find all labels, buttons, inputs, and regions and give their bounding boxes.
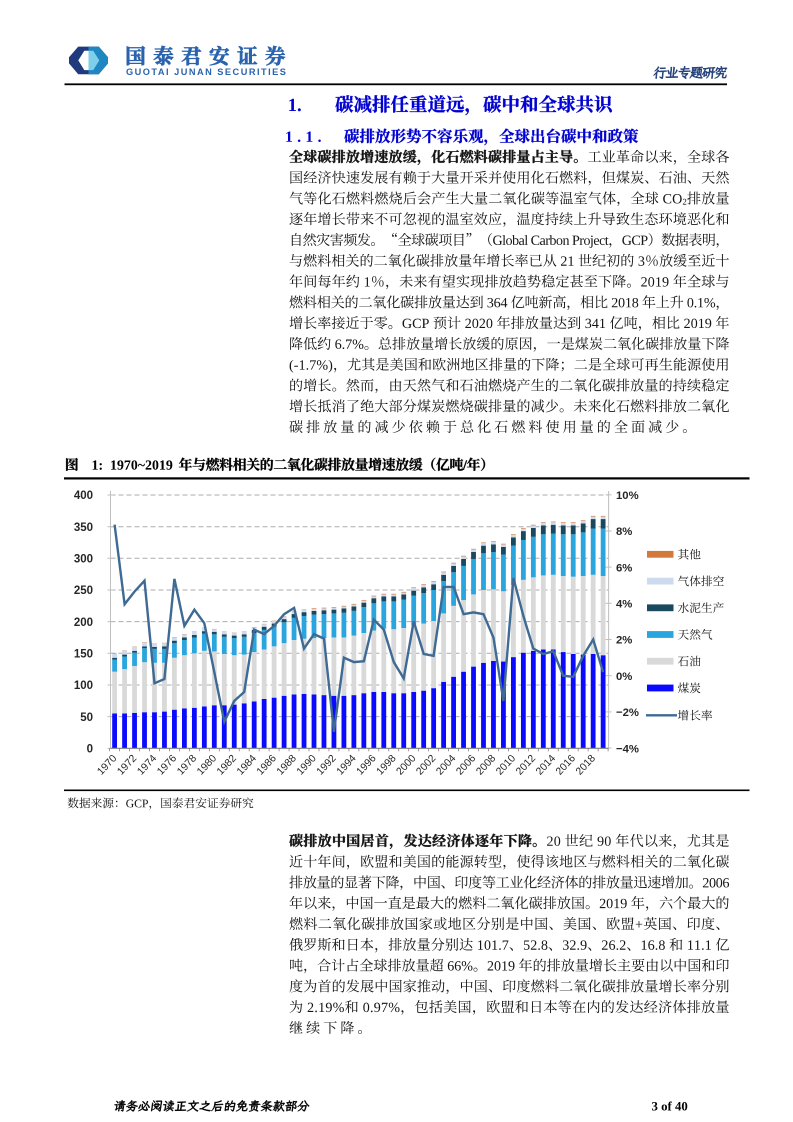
svg-text:0%: 0% bbox=[616, 671, 632, 683]
svg-text:250: 250 bbox=[74, 585, 93, 597]
svg-text:200: 200 bbox=[74, 617, 93, 629]
svg-text:0: 0 bbox=[87, 744, 93, 756]
svg-text:50: 50 bbox=[80, 712, 93, 724]
svg-text:−2%: −2% bbox=[616, 707, 639, 719]
svg-text:150: 150 bbox=[74, 649, 93, 661]
svg-text:300: 300 bbox=[74, 554, 93, 566]
svg-text:10%: 10% bbox=[616, 490, 639, 502]
svg-text:3 of 40: 3 of 40 bbox=[652, 1100, 688, 1114]
svg-text:100: 100 bbox=[74, 680, 93, 692]
svg-text:−4%: −4% bbox=[616, 743, 639, 755]
svg-text:8%: 8% bbox=[616, 526, 632, 538]
svg-text:400: 400 bbox=[74, 490, 93, 502]
svg-text:GUOTAI JUNAN SECURITIES: GUOTAI JUNAN SECURITIES bbox=[126, 67, 287, 77]
svg-text:4%: 4% bbox=[616, 599, 632, 611]
svg-text:350: 350 bbox=[74, 522, 93, 534]
svg-text:6%: 6% bbox=[616, 562, 632, 574]
svg-text:2%: 2% bbox=[616, 635, 632, 647]
